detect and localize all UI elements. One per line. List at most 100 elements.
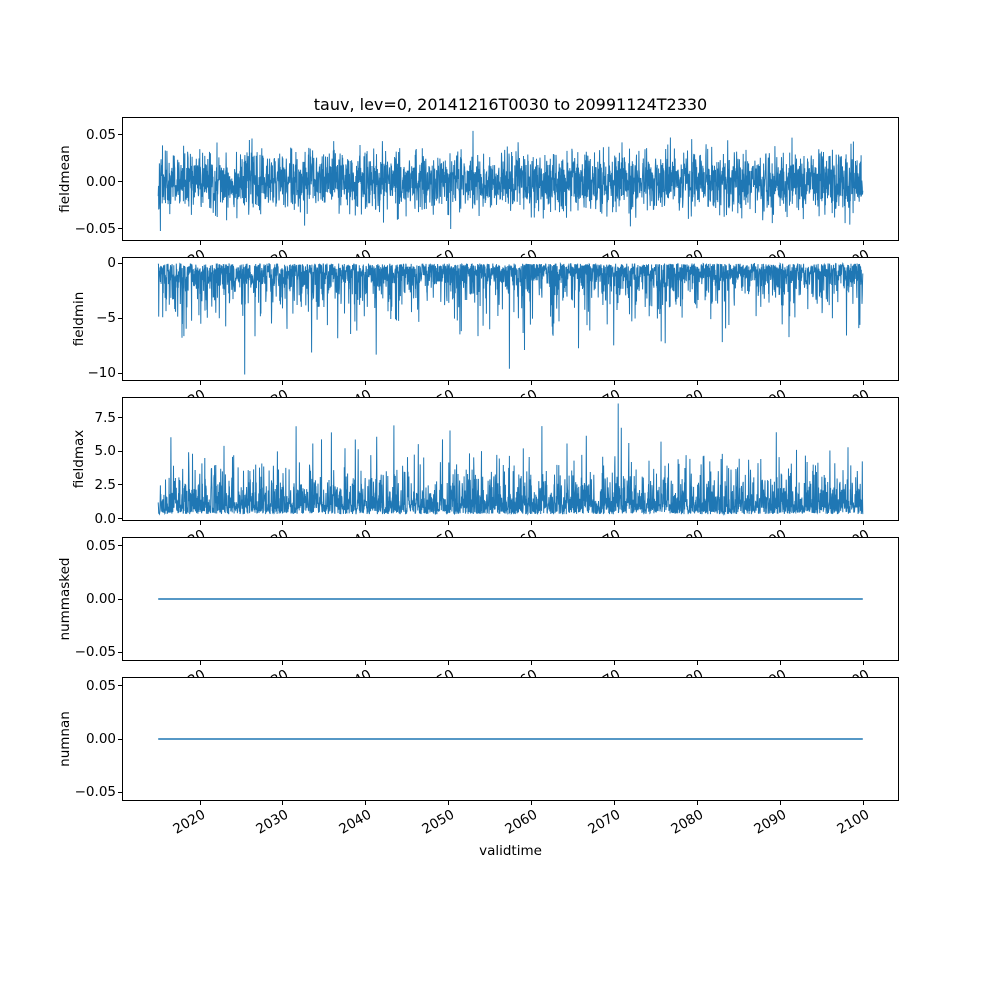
x-tick-mark — [448, 241, 450, 245]
y-tick-label: −0.05 — [74, 644, 116, 661]
y-tick-mark — [118, 372, 122, 374]
x-axis-label: validtime — [479, 843, 542, 859]
y-tick-label: 0.00 — [85, 591, 116, 607]
x-tick-mark — [697, 801, 699, 805]
y-tick-label: 2.5 — [94, 476, 116, 493]
y-tick-mark — [118, 484, 122, 486]
y-tick-mark — [118, 417, 122, 419]
x-tick-mark — [863, 241, 865, 245]
x-tick-mark — [282, 241, 284, 245]
x-tick-label-text: 2050 — [419, 806, 457, 838]
x-tick-mark — [863, 521, 865, 525]
x-tick-mark — [697, 521, 699, 525]
y-tick-label: −0.05 — [74, 784, 116, 801]
x-tick-mark — [199, 801, 201, 805]
x-tick-label-text: 2100 — [833, 806, 872, 838]
y-tick-label: 0.0 — [94, 510, 116, 527]
x-tick-mark — [780, 241, 782, 245]
plot-area — [157, 261, 864, 375]
y-tick-mark — [118, 791, 122, 793]
y-tick-mark — [118, 181, 122, 183]
x-tick-mark — [448, 521, 450, 525]
y-tick-label: 0 — [107, 255, 116, 272]
x-tick-label-text: 2080 — [668, 806, 706, 838]
y-tick-mark — [118, 738, 122, 740]
plot-area — [157, 130, 864, 232]
y-tick-mark — [118, 651, 122, 653]
x-tick-mark — [199, 521, 201, 525]
y-tick-mark — [118, 685, 122, 687]
x-tick-mark — [365, 661, 367, 665]
x-tick-mark — [614, 661, 616, 665]
y-tick-mark — [118, 545, 122, 547]
plot-area — [158, 738, 863, 740]
y-tick-mark — [118, 317, 122, 319]
y-tick-label: 0.05 — [85, 126, 116, 143]
y-tick-label: 0.05 — [85, 677, 116, 694]
x-tick-mark — [863, 661, 865, 665]
x-tick-mark — [614, 801, 616, 805]
x-tick-mark — [282, 521, 284, 525]
y-tick-label: 0.00 — [85, 731, 116, 747]
plot-line — [157, 130, 864, 232]
x-tick-mark — [365, 241, 367, 245]
y-tick-label: −5 — [96, 310, 116, 327]
y-tick-label: −10 — [87, 365, 117, 382]
x-tick-label-text: 2060 — [502, 806, 540, 838]
y-tick-label: −0.05 — [74, 220, 116, 237]
x-tick-label-text: 2030 — [253, 806, 292, 838]
x-tick-mark — [531, 521, 533, 525]
subplot-fieldmin: fieldmin0−5−1020202030204020502060207020… — [71, 255, 899, 418]
x-tick-mark — [614, 241, 616, 245]
y-tick-mark — [118, 134, 122, 136]
x-tick-mark — [697, 381, 699, 385]
x-tick-mark — [697, 241, 699, 245]
y-tick-mark — [118, 598, 122, 600]
x-tick-mark — [365, 521, 367, 525]
y-tick-label: 5.0 — [94, 443, 116, 460]
y-tick-mark — [118, 228, 122, 230]
x-tick-mark — [199, 241, 201, 245]
y-tick-label: 0.05 — [85, 537, 116, 554]
x-tick-mark — [282, 661, 284, 665]
x-tick-mark — [780, 381, 782, 385]
subplot-nummasked: nummasked0.050.00−0.05202020302040205020… — [57, 537, 899, 698]
x-tick-mark — [614, 381, 616, 385]
x-tick-mark — [697, 661, 699, 665]
plot-line — [157, 403, 864, 516]
y-tick-mark — [118, 450, 122, 452]
x-tick-label-text: 2070 — [585, 806, 623, 838]
x-tick-mark — [780, 661, 782, 665]
y-tick-label: 0.00 — [85, 173, 116, 190]
x-tick-mark — [448, 801, 450, 805]
x-tick-label-text: 2090 — [751, 806, 789, 838]
x-tick-mark — [282, 801, 284, 805]
x-tick-mark — [863, 381, 865, 385]
plot-line — [157, 261, 864, 375]
x-tick-mark — [365, 381, 367, 385]
x-tick-mark — [199, 381, 201, 385]
y-tick-mark — [118, 518, 122, 520]
plot-area — [157, 403, 864, 516]
x-tick-mark — [531, 381, 533, 385]
x-tick-mark — [780, 801, 782, 805]
subplot-numnan: numnan 0.05 0.00 −0.05 2020 2030 2040 2050 2060 2… — [57, 677, 899, 838]
x-tick-mark — [614, 521, 616, 525]
subplot-fieldmean: fieldmean0.050.00−0.05202020302040205020… — [57, 117, 899, 278]
x-tick-mark — [531, 661, 533, 665]
chart-title: tauv, lev=0, 20141216T0030 to 20991124T2… — [313, 95, 708, 114]
x-tick-mark — [282, 381, 284, 385]
plot-area — [158, 598, 863, 600]
x-tick-mark — [365, 801, 367, 805]
x-tick-label-text: 2040 — [336, 806, 375, 838]
x-tick-label-text: 2020 — [170, 806, 209, 838]
x-tick-mark — [448, 661, 450, 665]
x-tick-mark — [531, 801, 533, 805]
x-tick-mark — [199, 661, 201, 665]
x-tick-mark — [531, 241, 533, 245]
y-tick-label: 7.5 — [94, 409, 116, 426]
x-tick-mark — [863, 801, 865, 805]
subplot-fieldmax: fieldmax7.55.02.50.020202030204020502060… — [71, 397, 899, 558]
y-tick-mark — [118, 262, 122, 264]
